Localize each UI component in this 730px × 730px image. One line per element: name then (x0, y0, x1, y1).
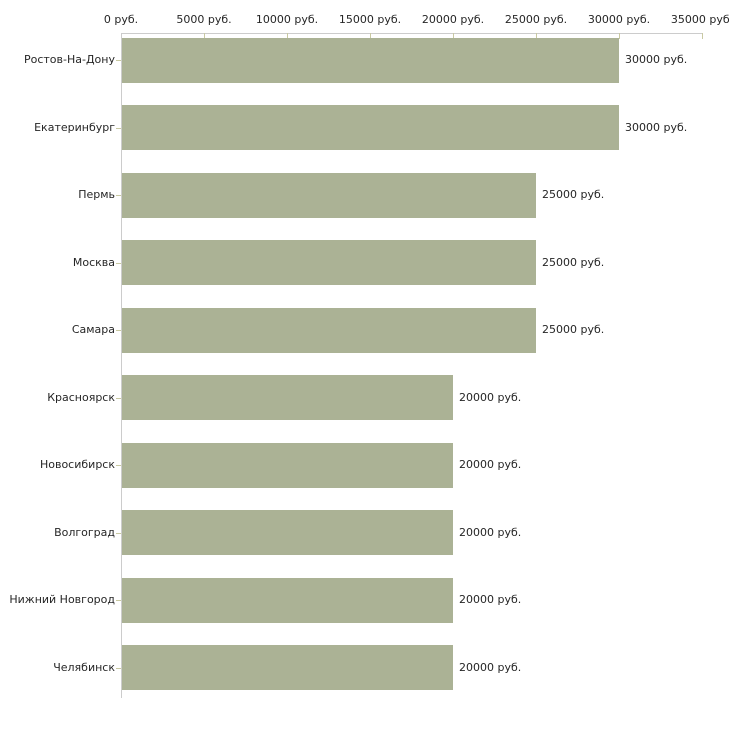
y-axis-tick-mark (116, 195, 121, 196)
category-label: Красноярск (47, 390, 115, 404)
category-label: Пермь (78, 188, 115, 201)
value-label: 20000 руб. (459, 660, 522, 674)
bar (122, 577, 453, 623)
category-label: Челябинск (53, 660, 115, 674)
x-axis-tick-mark (204, 33, 205, 39)
x-axis-tick-label: 0 руб. (103, 13, 139, 26)
y-axis-line (121, 33, 122, 698)
y-axis-tick-mark (116, 262, 121, 264)
x-axis-tick-label: 5000 руб. (176, 13, 232, 26)
value-label: 25000 руб. (542, 188, 605, 201)
bar (122, 307, 536, 353)
y-axis-tick-mark (116, 330, 121, 331)
x-axis-tick-mark (287, 33, 288, 39)
x-axis-tick-label: 10000 руб. (255, 13, 319, 26)
value-label: 20000 руб. (459, 458, 522, 471)
value-label: 30000 руб. (625, 53, 688, 66)
x-axis-tick-mark (536, 33, 537, 39)
x-axis-tick-mark (453, 33, 454, 39)
x-axis-tick-mark (702, 33, 703, 39)
bar (122, 105, 619, 150)
category-label: Новосибирск (39, 458, 115, 471)
y-axis-tick-mark (116, 465, 121, 466)
category-label: Москва (72, 255, 115, 269)
x-axis-tick-mark (370, 33, 371, 39)
y-axis-tick-mark (116, 60, 121, 61)
x-axis-tick-label: 25000 руб. (504, 13, 568, 26)
x-axis-tick-mark (619, 33, 620, 39)
x-axis-tick-label: 35000 руб. (670, 13, 730, 26)
bar (122, 510, 453, 555)
category-label: Самара (71, 323, 115, 336)
category-label: Ростов-На-Дону (23, 53, 115, 66)
value-label: 20000 руб. (459, 593, 522, 606)
bar (122, 37, 619, 83)
bar (122, 172, 536, 218)
value-label: 20000 руб. (459, 390, 522, 404)
category-label: Волгоград (54, 525, 115, 539)
bar (122, 442, 453, 488)
value-label: 25000 руб. (542, 323, 605, 336)
bar (122, 240, 536, 285)
x-axis-tick-label: 30000 руб. (587, 13, 651, 26)
value-label: 20000 руб. (459, 525, 522, 539)
value-label: 30000 руб. (625, 120, 688, 134)
x-axis-line (121, 33, 703, 34)
bar (122, 375, 453, 420)
y-axis-tick-mark (116, 667, 121, 669)
category-label: Екатеринбург (34, 120, 115, 134)
bar (122, 645, 453, 690)
y-axis-tick-mark (116, 397, 121, 399)
x-axis-tick-label: 20000 руб. (421, 13, 485, 26)
value-label: 25000 руб. (542, 255, 605, 269)
y-axis-tick-mark (116, 600, 121, 601)
y-axis-tick-mark (116, 532, 121, 534)
y-axis-tick-mark (116, 127, 121, 129)
category-label: Нижний Новгород (9, 593, 115, 606)
x-axis-tick-label: 15000 руб. (338, 13, 402, 26)
